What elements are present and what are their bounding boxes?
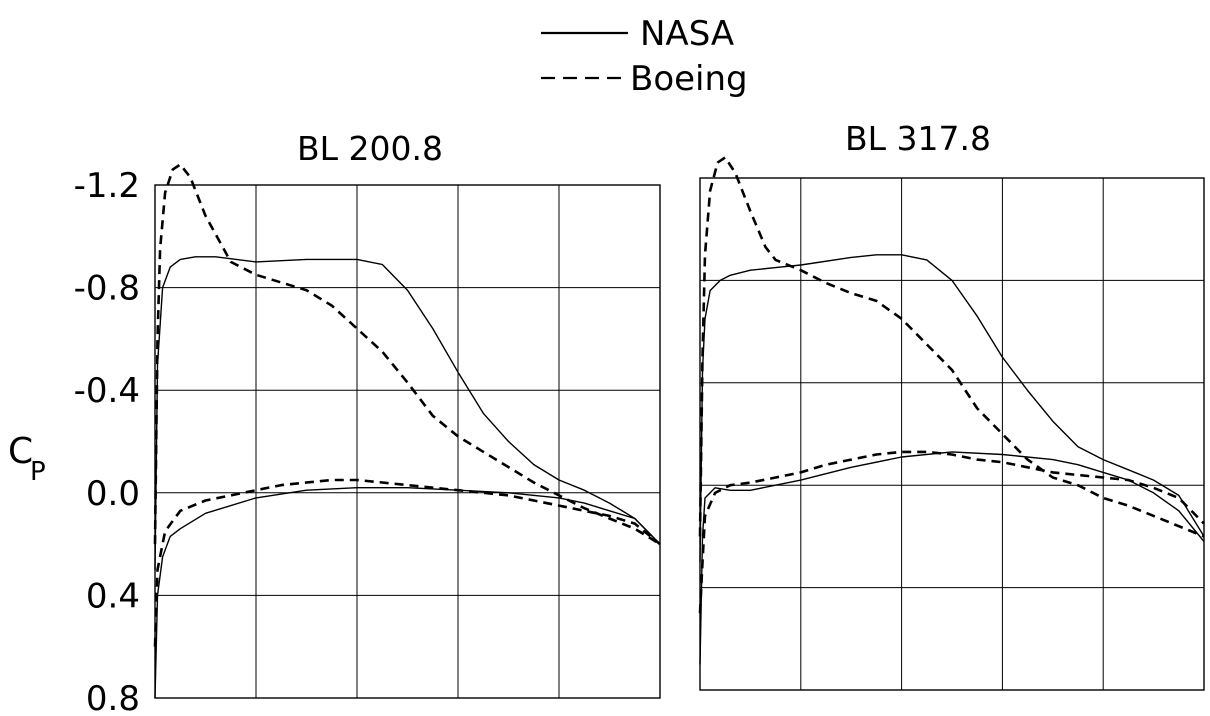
y-tick-label: -0.8 bbox=[74, 269, 140, 309]
series-boeing-upper-line bbox=[698, 156, 1205, 538]
panel-1-y-ticks: -1.2 -0.8 -0.4 0.0 0.4 0.8 bbox=[74, 166, 140, 716]
panel-bl-200-8: BL 200.8 -1.2 -0.8 -0.4 0.0 0.4 0.8 bbox=[74, 129, 661, 716]
y-axis-label: C bbox=[8, 431, 33, 472]
panel-bl-317-8: BL 317.8 bbox=[698, 119, 1205, 691]
series-boeing-upper-line bbox=[153, 163, 661, 546]
legend-nasa-label: NASA bbox=[640, 14, 734, 54]
y-axis-label-subscript: P bbox=[30, 457, 46, 487]
panel-1-grid bbox=[154, 184, 661, 699]
panel-title-bl-317-8: BL 317.8 bbox=[845, 119, 991, 158]
series-nasa-lower-line bbox=[699, 451, 1205, 665]
panel-2-grid bbox=[699, 177, 1205, 691]
panel-1-series bbox=[153, 163, 661, 699]
series-nasa-lower-line bbox=[154, 487, 661, 699]
series-boeing-lower-line bbox=[698, 450, 1205, 614]
series-boeing-lower-line bbox=[153, 478, 661, 647]
panel-title-bl-200-8: BL 200.8 bbox=[297, 129, 443, 168]
series-nasa-upper-line bbox=[699, 254, 1205, 563]
y-tick-label: -0.4 bbox=[74, 371, 140, 411]
legend: NASA Boeing bbox=[541, 14, 748, 99]
y-tick-label: -1.2 bbox=[74, 166, 140, 206]
legend-boeing-label: Boeing bbox=[630, 59, 748, 99]
y-tick-label: 0.4 bbox=[86, 576, 140, 616]
panel-2-frame bbox=[699, 177, 1205, 691]
y-tick-label: 0.0 bbox=[86, 474, 140, 514]
series-nasa-upper-line bbox=[154, 256, 661, 570]
panel-2-series bbox=[698, 156, 1205, 665]
y-tick-label: 0.8 bbox=[86, 679, 140, 716]
